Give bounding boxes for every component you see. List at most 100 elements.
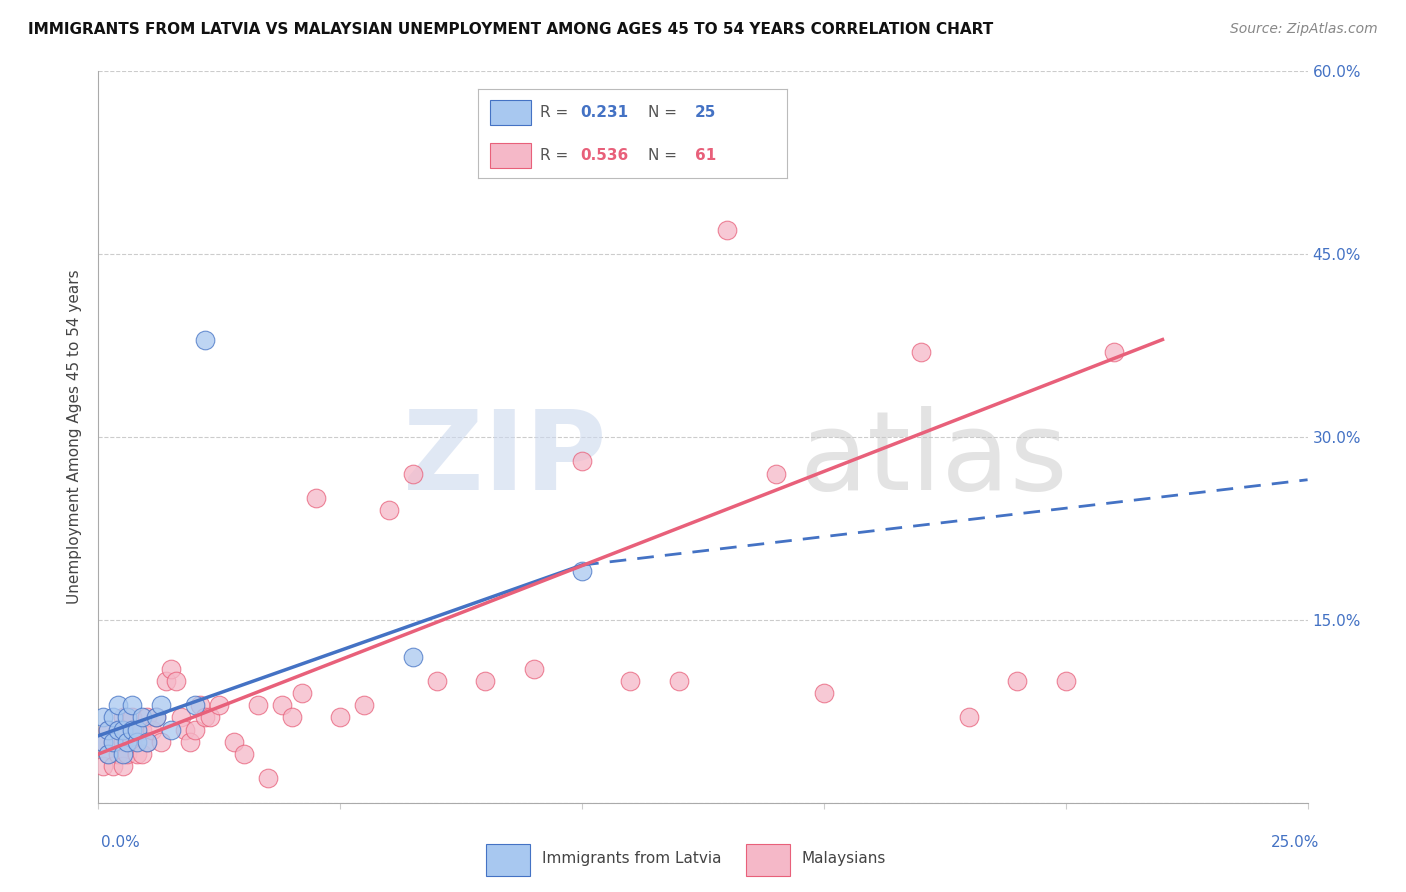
Text: N =: N = <box>648 148 682 162</box>
Point <box>97 723 120 737</box>
Point <box>111 710 134 724</box>
Text: R =: R = <box>540 105 574 120</box>
Point <box>184 698 207 713</box>
Text: 0.0%: 0.0% <box>101 836 141 850</box>
Point <box>222 735 245 749</box>
Point <box>194 333 217 347</box>
Point <box>271 698 294 713</box>
Point <box>107 723 129 737</box>
Point <box>141 723 163 737</box>
Point <box>127 723 149 737</box>
Text: IMMIGRANTS FROM LATVIA VS MALAYSIAN UNEMPLOYMENT AMONG AGES 45 TO 54 YEARS CORRE: IMMIGRANTS FROM LATVIA VS MALAYSIAN UNEM… <box>28 22 994 37</box>
Point <box>377 503 399 517</box>
Point <box>208 698 231 713</box>
Point <box>107 698 129 713</box>
Point <box>619 673 641 688</box>
Point <box>117 735 139 749</box>
Point <box>474 673 496 688</box>
Point <box>121 710 143 724</box>
Point <box>1007 673 1029 688</box>
Point <box>765 467 787 481</box>
Point <box>305 491 328 505</box>
Point <box>716 223 738 237</box>
Point <box>101 710 124 724</box>
Point <box>402 649 425 664</box>
Point <box>111 759 134 773</box>
Text: N =: N = <box>648 105 682 120</box>
Text: 0.231: 0.231 <box>581 105 628 120</box>
Text: Malaysians: Malaysians <box>801 851 886 866</box>
Point <box>290 686 312 700</box>
Point <box>107 747 129 761</box>
Point <box>135 735 157 749</box>
Point <box>91 710 114 724</box>
Point <box>281 710 304 724</box>
Point <box>117 710 139 724</box>
Point <box>188 698 211 713</box>
Point <box>117 723 139 737</box>
Point <box>117 747 139 761</box>
Point <box>91 735 114 749</box>
Point <box>179 735 201 749</box>
Point <box>1102 344 1125 359</box>
Point <box>571 564 593 578</box>
Point <box>247 698 270 713</box>
Point <box>97 747 120 761</box>
Point <box>101 759 124 773</box>
Point <box>91 759 114 773</box>
Point <box>121 735 143 749</box>
Point <box>131 747 153 761</box>
Point <box>169 710 191 724</box>
Bar <box>491 100 530 125</box>
Point <box>813 686 835 700</box>
Point <box>131 710 153 724</box>
Point <box>198 710 221 724</box>
Point <box>329 710 352 724</box>
Point <box>150 735 173 749</box>
Point <box>426 673 449 688</box>
Point <box>101 735 124 749</box>
Point <box>121 698 143 713</box>
Text: 0.536: 0.536 <box>581 148 628 162</box>
Point <box>165 673 187 688</box>
Point <box>107 723 129 737</box>
Point <box>91 735 114 749</box>
Point <box>232 747 254 761</box>
Point <box>184 723 207 737</box>
Point <box>668 673 690 688</box>
Bar <box>486 844 530 876</box>
Point <box>121 723 143 737</box>
Point <box>135 710 157 724</box>
Point <box>160 662 183 676</box>
Text: Immigrants from Latvia: Immigrants from Latvia <box>543 851 721 866</box>
Point <box>97 747 120 761</box>
Text: 61: 61 <box>695 148 716 162</box>
Point <box>402 467 425 481</box>
Point <box>194 710 217 724</box>
Bar <box>491 143 530 168</box>
Text: 25: 25 <box>695 105 716 120</box>
Point <box>1054 673 1077 688</box>
Text: ZIP: ZIP <box>404 406 606 513</box>
Text: Source: ZipAtlas.com: Source: ZipAtlas.com <box>1230 22 1378 37</box>
Point <box>127 735 149 749</box>
Point <box>174 723 197 737</box>
Point <box>155 673 177 688</box>
Point <box>101 735 124 749</box>
Point <box>97 723 120 737</box>
Point <box>353 698 375 713</box>
Point <box>571 454 593 468</box>
Point <box>127 747 149 761</box>
Point <box>957 710 980 724</box>
Y-axis label: Unemployment Among Ages 45 to 54 years: Unemployment Among Ages 45 to 54 years <box>67 269 83 605</box>
Point <box>910 344 932 359</box>
Point <box>150 698 173 713</box>
Point <box>131 723 153 737</box>
Point <box>111 723 134 737</box>
Point <box>256 772 278 786</box>
Point <box>135 735 157 749</box>
Text: atlas: atlas <box>800 406 1069 513</box>
Point <box>160 723 183 737</box>
Text: R =: R = <box>540 148 574 162</box>
Point <box>145 710 167 724</box>
